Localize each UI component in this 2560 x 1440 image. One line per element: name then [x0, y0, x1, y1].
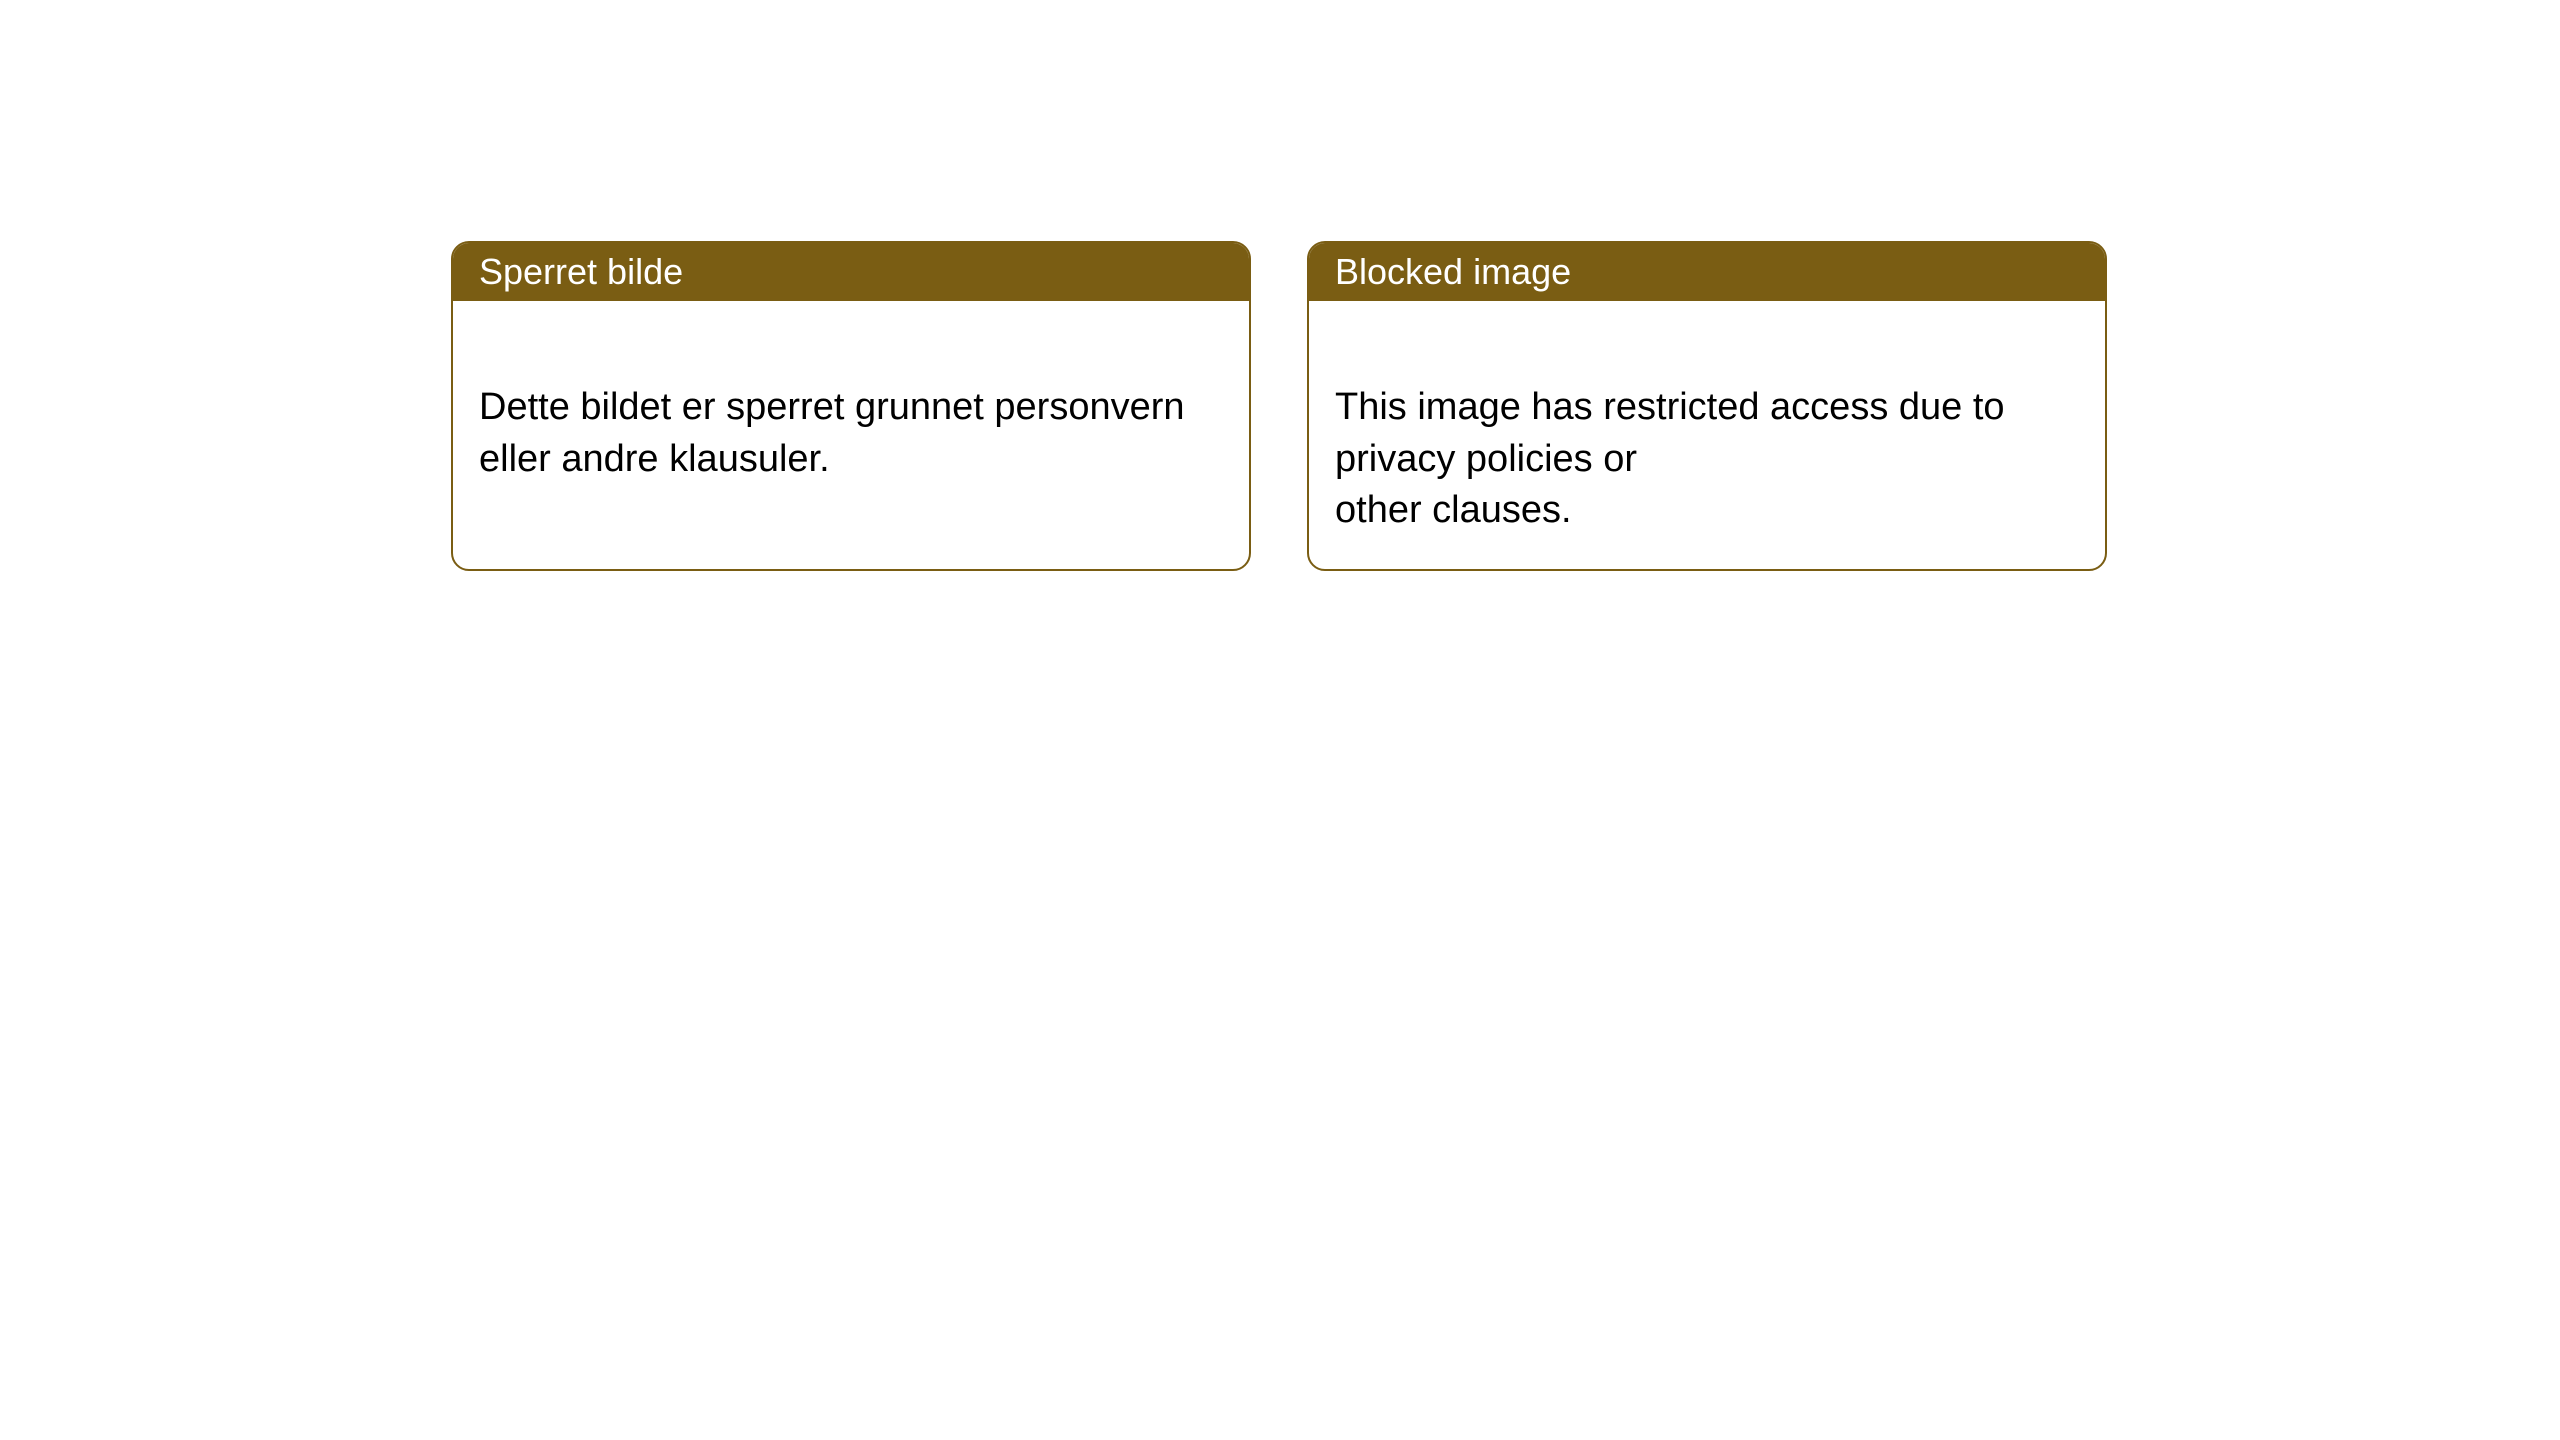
- notice-body: Dette bildet er sperret grunnet personve…: [453, 301, 1249, 515]
- notice-header-text: Sperret bilde: [479, 251, 683, 292]
- notice-container: Sperret bilde Dette bildet er sperret gr…: [0, 0, 2560, 571]
- notice-body: This image has restricted access due to …: [1309, 301, 2105, 566]
- notice-header: Blocked image: [1309, 243, 2105, 301]
- notice-card-norwegian: Sperret bilde Dette bildet er sperret gr…: [451, 241, 1251, 571]
- notice-header: Sperret bilde: [453, 243, 1249, 301]
- notice-body-text: This image has restricted access due to …: [1335, 386, 2005, 531]
- notice-header-text: Blocked image: [1335, 251, 1571, 292]
- notice-body-text: Dette bildet er sperret grunnet personve…: [479, 386, 1185, 479]
- notice-card-english: Blocked image This image has restricted …: [1307, 241, 2107, 571]
